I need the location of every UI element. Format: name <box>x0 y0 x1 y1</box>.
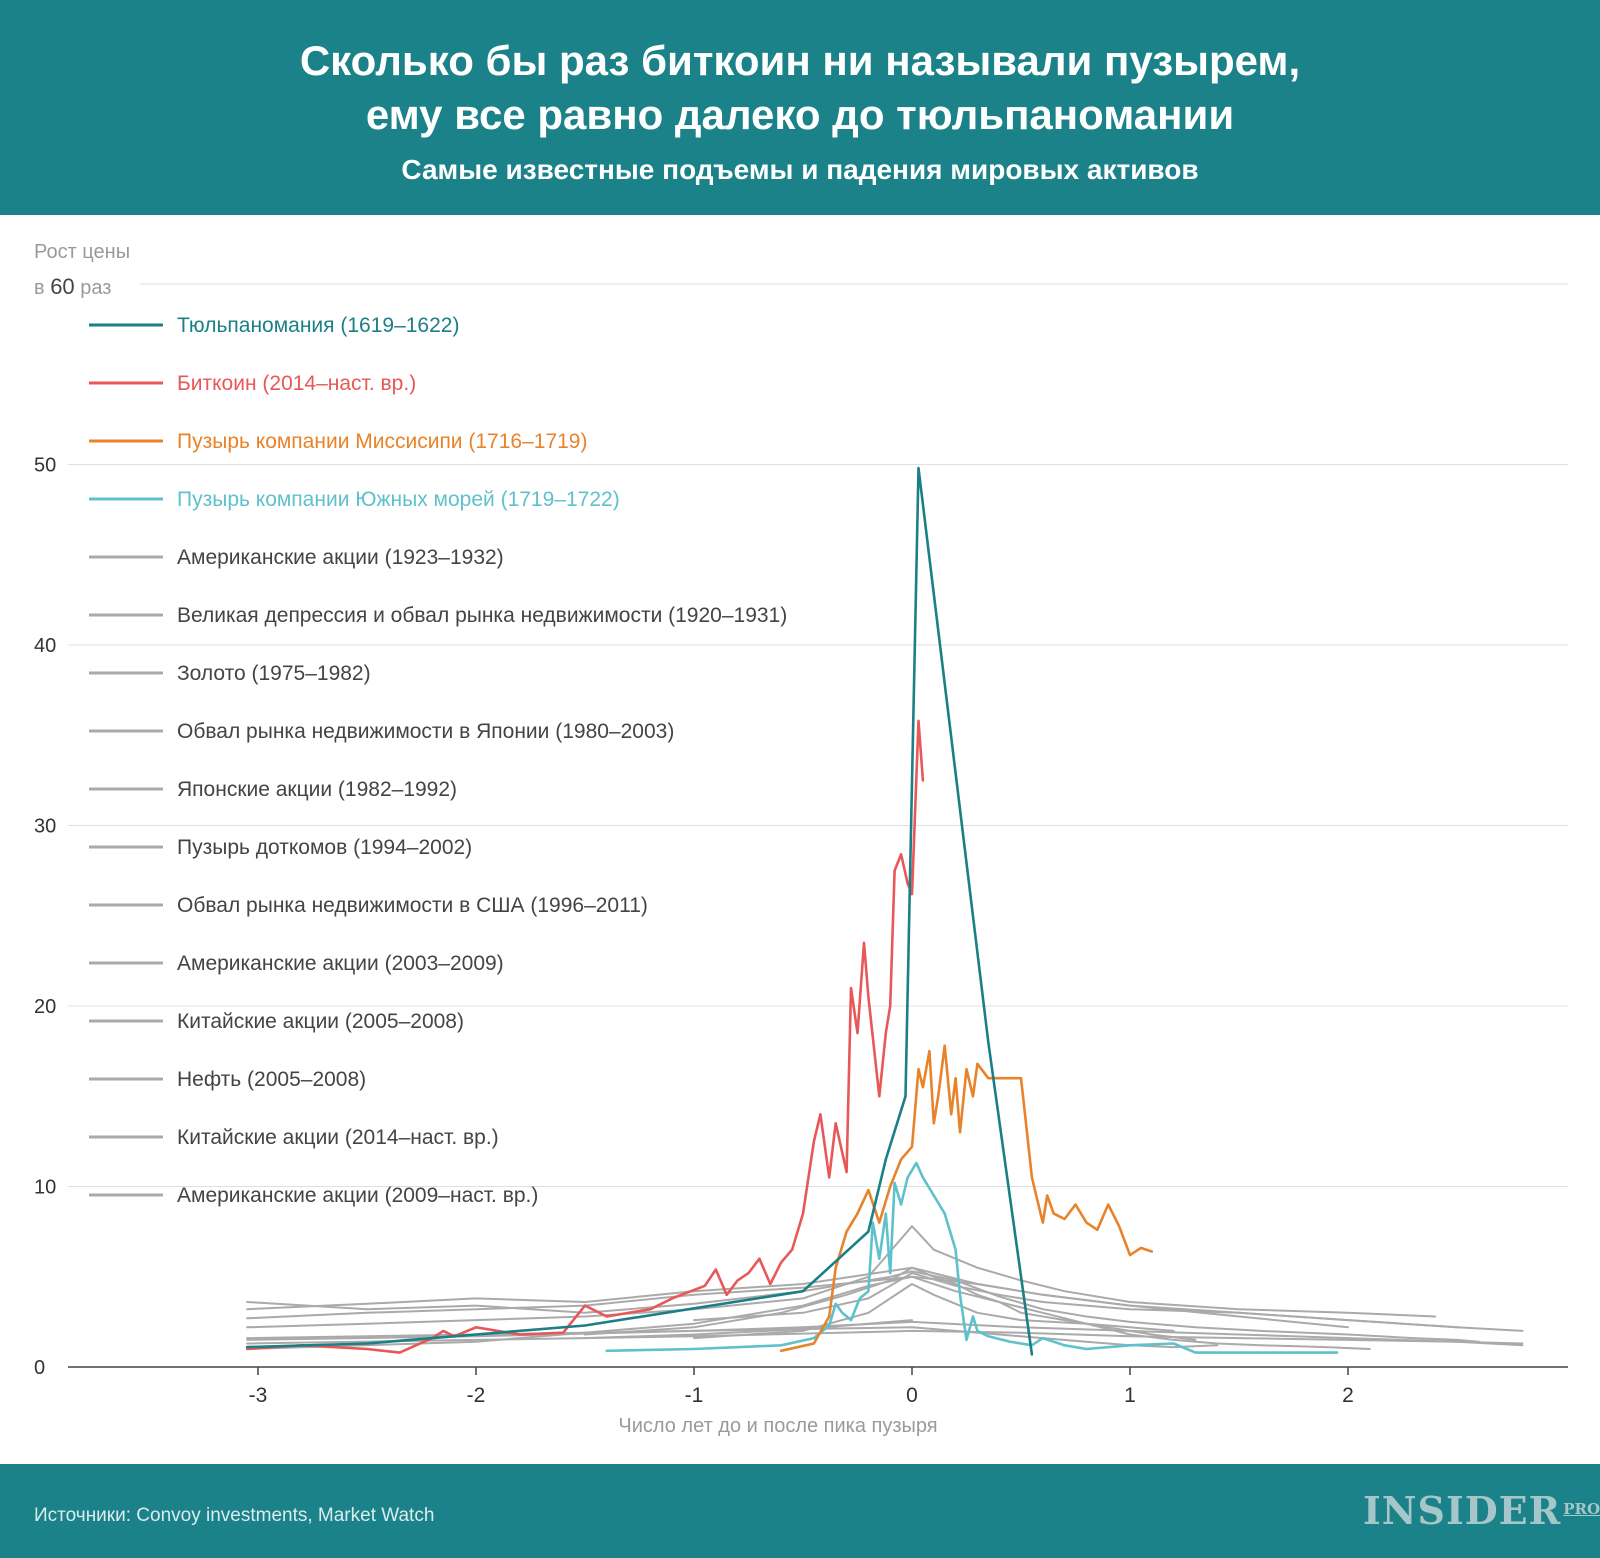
series-line-15 <box>693 1283 1175 1340</box>
series-line-6 <box>246 1275 1458 1329</box>
y-axis-label-line2: в 60 раз <box>34 274 111 299</box>
series-line-3 <box>779 1044 1154 1353</box>
source-note: Источники: Convoy investments, Market Wa… <box>34 1505 435 1526</box>
axes: Рост цены в 60 раз Число лет до и после … <box>34 241 1568 1437</box>
chart-title-line2: ему все равно далеко до тюльпаномании <box>365 91 1235 138</box>
legend: Тюльпаномания (1619–1622) Биткоин (2014–н… <box>89 314 787 1207</box>
series-line-7 <box>246 1225 1437 1329</box>
y-axis-label-line1: Рост цены <box>34 241 130 263</box>
y-tick-label: 30 <box>34 816 56 838</box>
legend-label: Пузырь компании Южных морей (1719–1722) <box>177 488 620 511</box>
series-line-4 <box>605 1161 1339 1354</box>
legend-label: Великая депрессия и обвал рынка недвижим… <box>177 604 787 627</box>
chart-subtitle: Самые известные подъемы и падения мировы… <box>401 154 1199 185</box>
x-axis-label: Число лет до и после пика пузыря <box>618 1415 937 1437</box>
gridlines <box>68 283 1568 1187</box>
legend-label: Китайские акции (2014–наст. вр.) <box>177 1126 499 1149</box>
series-line-2 <box>245 719 925 1354</box>
legend-label: Обвал рынка недвижимости в США (1996–201… <box>177 894 648 917</box>
y-tick-label: 10 <box>34 1177 56 1199</box>
legend-label: Американские акции (2009–наст. вр.) <box>177 1184 538 1207</box>
legend-label: Японские акции (1982–1992) <box>177 778 457 801</box>
y-axis-label-prefix: в <box>34 277 45 299</box>
legend-label: Американские акции (1923–1932) <box>177 546 504 569</box>
chart-header: Сколько бы раз биткоин ни называли пузыр… <box>0 0 1600 215</box>
legend-label: Пузырь компании Миссисипи (1716–1719) <box>177 430 587 453</box>
y-tick-label: 20 <box>34 996 56 1018</box>
chart-title-line1: Сколько бы раз биткоин ни называли пузыр… <box>299 37 1301 84</box>
series-line-9 <box>246 1266 1349 1329</box>
series-line-5 <box>246 1270 1480 1343</box>
brand-logo: INSIDER PRO <box>1363 1488 1600 1533</box>
legend-label: Биткоин (2014–наст. вр.) <box>177 372 416 395</box>
y-axis-label-value: 60 <box>50 274 74 299</box>
series-lines <box>245 466 1524 1356</box>
series-line-10 <box>246 1275 1371 1350</box>
x-tick-label: 1 <box>1124 1384 1136 1407</box>
x-tick-label: -3 <box>249 1384 268 1407</box>
legend-label: Золото (1975–1982) <box>177 662 371 685</box>
line-chart: Рост цены в 60 раз Число лет до и после … <box>34 241 1568 1437</box>
legend-label: Тюльпаномания (1619–1622) <box>177 314 459 337</box>
legend-label: Обвал рынка недвижимости в Японии (1980–… <box>177 720 674 743</box>
x-tick-label: -2 <box>467 1384 486 1407</box>
y-tick-label: 40 <box>34 635 56 657</box>
series-line-8 <box>246 1320 1524 1347</box>
x-tick-label: 2 <box>1342 1384 1354 1407</box>
brand-logo-main: INSIDER <box>1363 1488 1562 1533</box>
legend-label: Нефть (2005–2008) <box>177 1068 366 1091</box>
legend-label: Пузырь доткомов (1994–2002) <box>177 836 472 859</box>
x-tick-label: -1 <box>685 1384 704 1407</box>
y-axis-label-suffix: раз <box>80 277 111 299</box>
y-tick-label: 50 <box>34 455 56 477</box>
legend-label: Китайские акции (2005–2008) <box>177 1010 464 1033</box>
legend-label: Американские акции (2003–2009) <box>177 952 504 975</box>
chart-title: Сколько бы раз биткоин ни называли пузыр… <box>0 34 1600 142</box>
series-line-1 <box>245 466 1034 1356</box>
chart-footer <box>0 1464 1600 1558</box>
brand-logo-sub: PRO <box>1563 1500 1600 1518</box>
y-tick-label: 0 <box>34 1357 45 1379</box>
x-tick-label: 0 <box>906 1384 918 1407</box>
